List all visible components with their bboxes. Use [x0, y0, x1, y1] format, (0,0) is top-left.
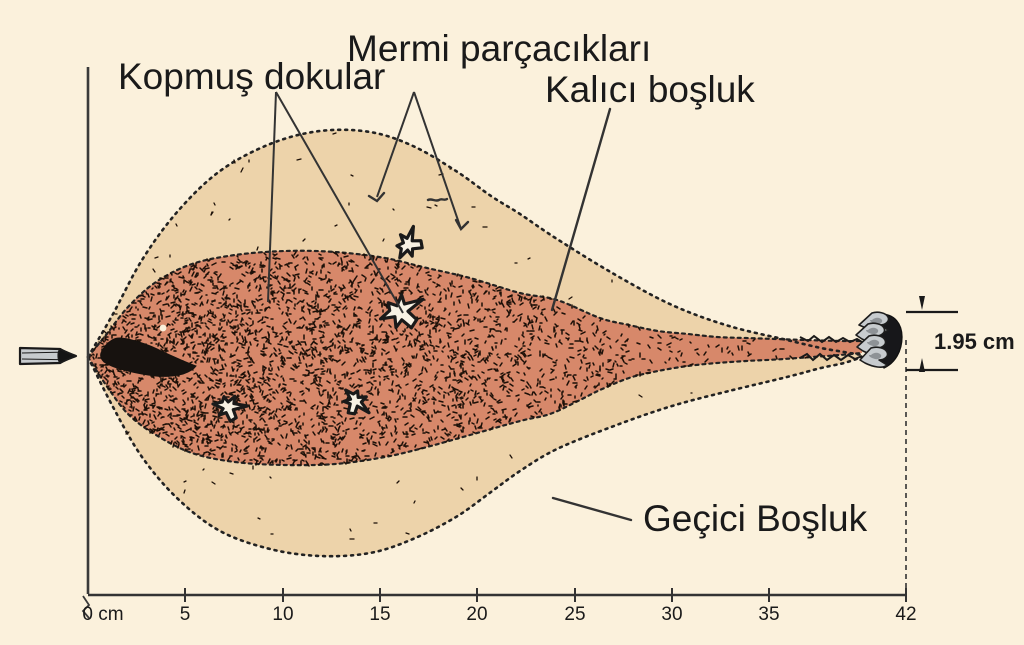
svg-text:20: 20	[466, 604, 487, 625]
svg-text:30: 30	[661, 604, 682, 625]
svg-text:Kopmuş dokular: Kopmuş dokular	[118, 56, 385, 97]
svg-text:Kalıcı boşluk: Kalıcı boşluk	[545, 69, 755, 110]
svg-text:15: 15	[369, 604, 390, 625]
svg-text:5: 5	[180, 604, 191, 625]
svg-text:1.95 cm: 1.95 cm	[934, 329, 1015, 354]
svg-text:Mermi parçacıkları: Mermi parçacıkları	[347, 28, 651, 69]
svg-text:Geçici Boşluk: Geçici Boşluk	[643, 498, 868, 539]
svg-text:10: 10	[272, 604, 293, 625]
svg-text:25: 25	[564, 604, 585, 625]
svg-text:0 cm: 0 cm	[82, 604, 123, 625]
svg-text:35: 35	[758, 604, 779, 625]
svg-text:42: 42	[895, 604, 916, 625]
